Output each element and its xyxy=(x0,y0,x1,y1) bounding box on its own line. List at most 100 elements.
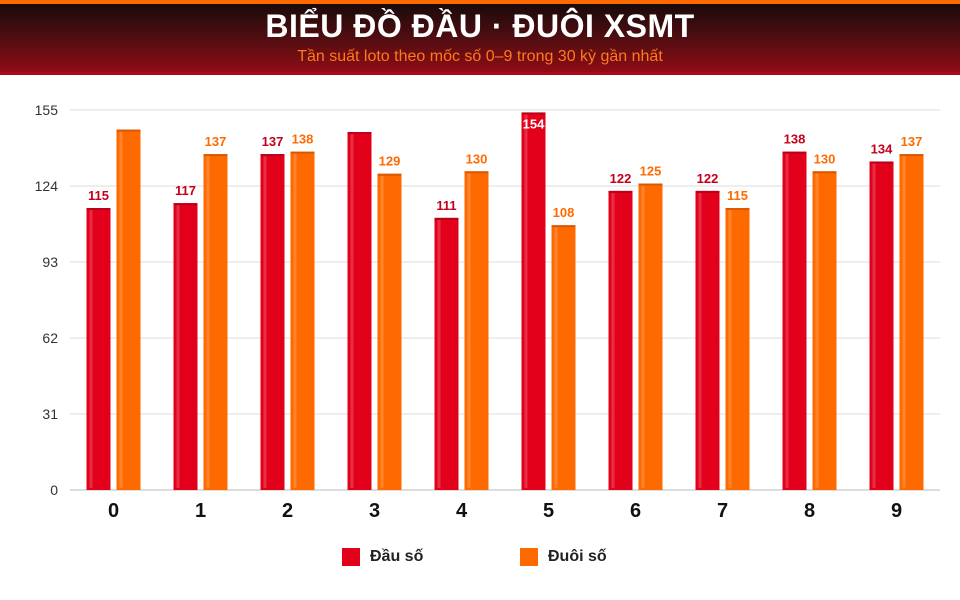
legend-swatch-duoi xyxy=(520,548,538,566)
bar-highlight-duoi-9 xyxy=(902,156,906,488)
chart-legend: Đầu số Đuôi số xyxy=(0,546,960,568)
bar-dau-8 xyxy=(782,151,807,490)
chart-title: BIỂU ĐỒ ĐẦU · ĐUÔI XSMT xyxy=(265,8,695,44)
legend-item-duoi: Đuôi số xyxy=(520,546,607,568)
bar-duoi-3 xyxy=(377,173,402,490)
bar-highlight-dau-2 xyxy=(263,156,267,488)
bar-highlight-dau-1 xyxy=(176,205,180,488)
bar-top-duoi-9 xyxy=(899,154,924,157)
bar-top-duoi-5 xyxy=(551,225,576,228)
bar-dau-9 xyxy=(869,161,894,490)
x-tick-label-9: 9 xyxy=(891,500,902,522)
bar-duoi-8 xyxy=(812,171,837,490)
bar-highlight-dau-0 xyxy=(89,210,93,488)
data-label-duoi-1: 137 xyxy=(205,134,227,149)
x-tick-label-5: 5 xyxy=(543,500,554,522)
bar-top-duoi-7 xyxy=(725,208,750,211)
legend-label-duoi: Đuôi số xyxy=(548,548,607,565)
bar-top-dau-2 xyxy=(260,154,285,157)
bar-top-dau-7 xyxy=(695,190,720,193)
bar-top-dau-3 xyxy=(347,132,372,135)
x-tick-label-7: 7 xyxy=(717,500,728,522)
bar-top-duoi-0 xyxy=(116,129,141,132)
bar-top-duoi-3 xyxy=(377,173,402,176)
data-label-dau-4: 111 xyxy=(436,198,456,213)
data-label-dau-6: 122 xyxy=(610,171,632,186)
bar-top-dau-9 xyxy=(869,161,894,164)
chart-subtitle: Tần suất loto theo mốc số 0–9 trong 30 k… xyxy=(297,48,663,65)
x-tick-label-8: 8 xyxy=(804,500,815,522)
y-tick-label-124: 124 xyxy=(35,178,59,194)
y-tick-label-31: 31 xyxy=(42,406,58,422)
bar-dau-7 xyxy=(695,190,720,490)
x-tick-label-1: 1 xyxy=(195,500,206,522)
data-label-duoi-2: 138 xyxy=(292,132,314,147)
bar-top-dau-0 xyxy=(86,208,111,211)
bar-top-dau-6 xyxy=(608,190,633,193)
data-label-duoi-7: 115 xyxy=(727,188,748,203)
x-tick-label-3: 3 xyxy=(369,500,380,522)
x-tick-label-0: 0 xyxy=(108,500,119,522)
bar-dau-2 xyxy=(260,154,285,490)
bar-highlight-dau-4 xyxy=(437,219,441,488)
y-tick-label-93: 93 xyxy=(42,254,58,270)
bar-top-dau-4 xyxy=(434,217,459,220)
data-label-duoi-8: 130 xyxy=(814,151,836,166)
bar-dau-6 xyxy=(608,190,633,490)
bar-duoi-5 xyxy=(551,225,576,490)
x-tick-label-4: 4 xyxy=(456,500,468,522)
bar-chart: 0 31 62 93 124 155 0 115 1 117 137 2 137 138 3 129 4 111 1… xyxy=(35,102,940,522)
bar-dau-1 xyxy=(173,203,198,490)
bar-top-dau-8 xyxy=(782,151,807,154)
bar-highlight-duoi-3 xyxy=(380,175,384,488)
legend-item-dau: Đầu số xyxy=(342,546,423,568)
bar-duoi-9 xyxy=(899,154,924,490)
data-label-dau-0: 115 xyxy=(88,188,109,203)
bar-duoi-1 xyxy=(203,154,228,490)
x-tick-label-2: 2 xyxy=(282,500,293,522)
data-label-dau-2: 137 xyxy=(262,134,284,149)
bar-highlight-dau-5 xyxy=(524,114,528,489)
data-label-duoi-5: 108 xyxy=(553,205,575,220)
bar-highlight-duoi-2 xyxy=(293,153,297,488)
bar-duoi-6 xyxy=(638,183,663,490)
bar-dau-4 xyxy=(434,217,459,490)
bar-top-duoi-4 xyxy=(464,171,489,174)
bar-highlight-duoi-5 xyxy=(554,227,558,488)
bar-highlight-dau-6 xyxy=(611,192,615,488)
bar-highlight-duoi-4 xyxy=(467,173,471,488)
bar-highlight-dau-8 xyxy=(785,153,789,488)
legend-swatch-dau xyxy=(342,548,360,566)
bar-top-duoi-2 xyxy=(290,151,315,154)
bar-dau-3 xyxy=(347,132,372,490)
data-label-duoi-3: 129 xyxy=(379,154,401,169)
bar-duoi-7 xyxy=(725,208,750,490)
bar-top-duoi-1 xyxy=(203,154,228,157)
bar-highlight-duoi-6 xyxy=(641,185,645,488)
y-tick-label-0: 0 xyxy=(50,482,58,498)
bar-highlight-dau-9 xyxy=(872,163,876,488)
legend-label-dau: Đầu số xyxy=(370,548,424,565)
y-tick-label-62: 62 xyxy=(42,330,58,346)
chart-header: BIỂU ĐỒ ĐẦU · ĐUÔI XSMT Tần suất loto th… xyxy=(0,0,960,75)
data-label-dau-8: 138 xyxy=(784,132,806,147)
data-label-duoi-6: 125 xyxy=(640,164,662,179)
bar-highlight-dau-7 xyxy=(698,192,702,488)
bar-highlight-duoi-0 xyxy=(119,131,123,488)
bar-top-dau-5 xyxy=(521,112,546,115)
data-label-dau-7: 122 xyxy=(697,171,719,186)
data-label-dau-9: 134 xyxy=(871,141,893,156)
data-label-duoi-4: 130 xyxy=(466,151,488,166)
bar-highlight-duoi-7 xyxy=(728,210,732,488)
bar-duoi-0 xyxy=(116,129,141,490)
y-tick-label-155: 155 xyxy=(35,102,59,118)
bar-top-dau-1 xyxy=(173,203,198,206)
bar-duoi-4 xyxy=(464,171,489,490)
bar-top-duoi-6 xyxy=(638,183,663,186)
bar-duoi-2 xyxy=(290,151,315,490)
x-tick-label-6: 6 xyxy=(630,500,641,522)
bar-highlight-dau-3 xyxy=(350,134,354,488)
data-label-duoi-9: 137 xyxy=(901,134,923,149)
bar-dau-5 xyxy=(521,112,546,491)
bar-highlight-duoi-8 xyxy=(815,173,819,488)
